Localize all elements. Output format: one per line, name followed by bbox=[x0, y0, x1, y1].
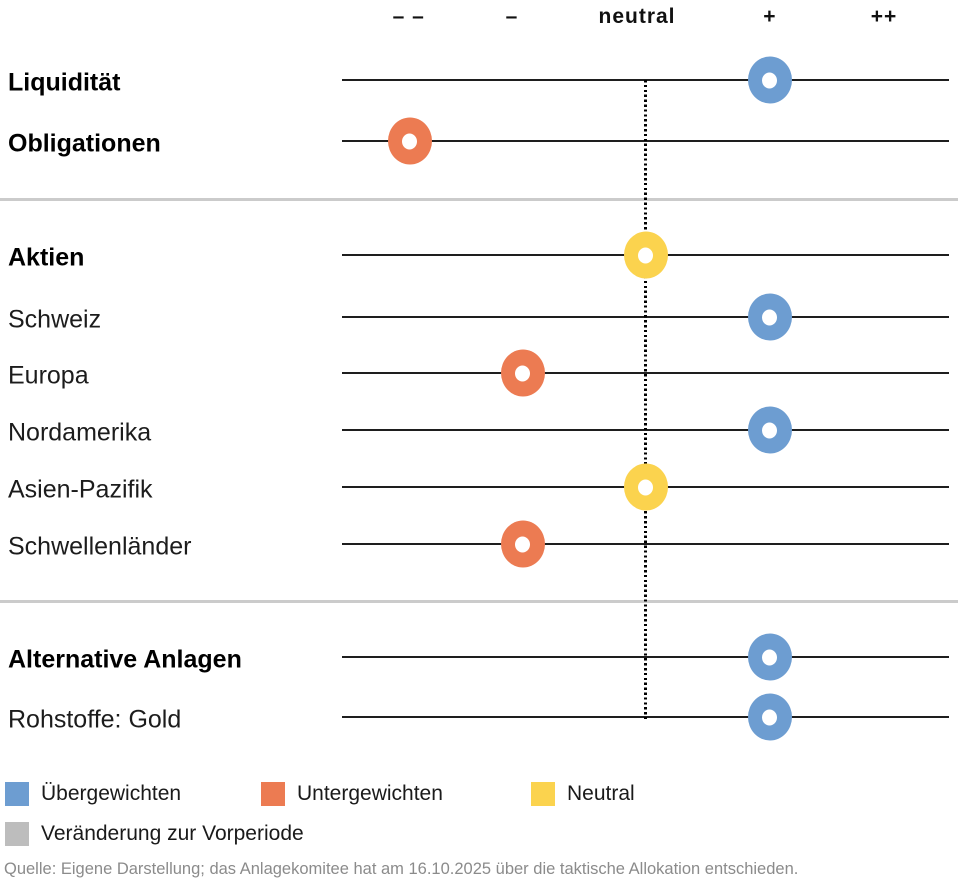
scale-tick-label: + bbox=[763, 5, 777, 28]
row-label-europa: Europa bbox=[8, 361, 89, 390]
legend-item-overweight: Übergewichten bbox=[5, 782, 181, 806]
legend-label: Untergewichten bbox=[297, 782, 443, 805]
marker-underweight bbox=[387, 117, 432, 165]
scale-tick-label: – – bbox=[392, 5, 425, 28]
row-label-obligationen: Obligationen bbox=[8, 129, 161, 158]
row-label-schwellenländer: Schwellenländer bbox=[8, 532, 192, 561]
legend-item-underweight: Untergewichten bbox=[261, 782, 443, 806]
section-separator bbox=[0, 198, 958, 202]
legend-label: Neutral bbox=[567, 782, 635, 805]
neutral-dotted-line bbox=[644, 80, 647, 719]
legend-item-neutral: Neutral bbox=[531, 782, 635, 806]
marker-hole bbox=[638, 479, 653, 495]
legend-label: Übergewichten bbox=[41, 782, 182, 805]
marker-underweight bbox=[500, 520, 545, 568]
marker-hole bbox=[762, 709, 778, 725]
marker-hole bbox=[515, 536, 531, 552]
row-axis-line bbox=[342, 78, 949, 82]
row-label-asien-pazifik: Asien-Pazifik bbox=[8, 475, 153, 504]
row-label-aktien: Aktien bbox=[8, 243, 85, 272]
row-label-schweiz: Schweiz bbox=[8, 305, 102, 334]
legend-label: Veränderung zur Vorperiode bbox=[41, 822, 304, 845]
marker-overweight bbox=[747, 56, 792, 104]
legend-swatch-underweight bbox=[261, 782, 285, 806]
legend-item-change: Veränderung zur Vorperiode bbox=[5, 822, 304, 846]
marker-hole bbox=[762, 649, 778, 665]
marker-hole bbox=[762, 422, 778, 438]
marker-hole bbox=[638, 247, 653, 263]
scale-tick-label: ++ bbox=[870, 5, 898, 28]
marker-neutral bbox=[623, 463, 668, 511]
marker-hole bbox=[762, 72, 778, 88]
legend-swatch-neutral bbox=[531, 782, 555, 806]
legend-swatch-overweight bbox=[5, 782, 29, 806]
legend-swatch-change bbox=[5, 822, 29, 846]
marker-overweight bbox=[747, 406, 792, 454]
marker-overweight bbox=[747, 633, 792, 681]
marker-hole bbox=[762, 309, 778, 325]
section-separator bbox=[0, 600, 958, 604]
source-note: Quelle: Eigene Darstellung; das Anlageko… bbox=[4, 860, 799, 878]
scale-tick-label: neutral bbox=[598, 5, 676, 28]
marker-hole bbox=[402, 133, 418, 149]
marker-overweight bbox=[747, 293, 792, 341]
marker-underweight bbox=[500, 349, 545, 397]
marker-overweight bbox=[747, 693, 792, 741]
row-label-nordamerika: Nordamerika bbox=[8, 418, 152, 447]
marker-hole bbox=[515, 365, 531, 381]
marker-neutral bbox=[623, 231, 668, 279]
row-label-rohstoffe-gold: Rohstoffe: Gold bbox=[8, 705, 182, 734]
row-label-alternative-anlagen: Alternative Anlagen bbox=[8, 645, 242, 674]
scale-tick-label: – bbox=[505, 5, 519, 28]
row-label-liquidität: Liquidität bbox=[8, 68, 121, 97]
